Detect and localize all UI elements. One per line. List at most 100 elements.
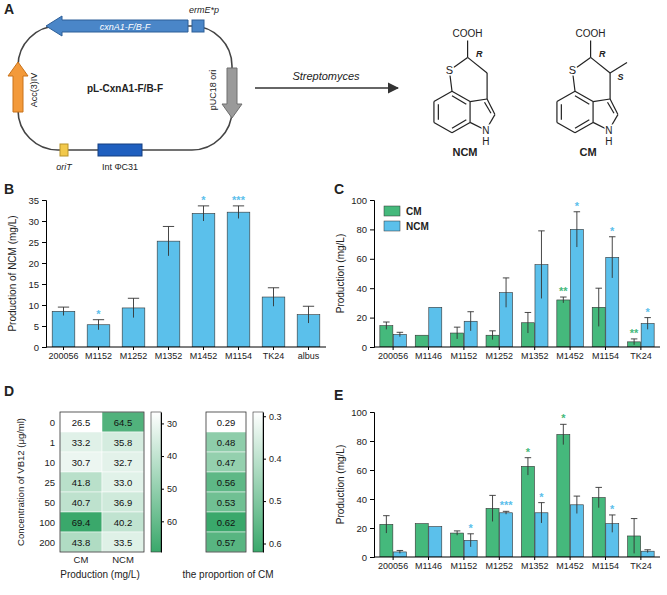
cell — [60, 532, 102, 552]
error-cap — [595, 288, 601, 289]
cell-label: 40.7 — [72, 497, 91, 508]
tick-label: M1152 — [450, 351, 477, 361]
tick: 0.3 — [263, 412, 282, 422]
bar — [192, 213, 215, 347]
bond — [452, 96, 466, 104]
error-bar — [93, 320, 104, 330]
error-bar — [538, 503, 544, 523]
tick-label: 0.4 — [269, 454, 282, 464]
error-stem — [541, 231, 542, 299]
significance: * — [469, 522, 474, 534]
error-bar — [303, 306, 314, 323]
tick: 0.4 — [263, 454, 282, 464]
tick: 20 — [28, 258, 46, 269]
tick: M1452 — [190, 347, 218, 361]
error-stem — [612, 515, 613, 532]
tick-label: 0.6 — [269, 539, 282, 549]
tick-mark — [263, 416, 266, 417]
error-bar — [268, 288, 279, 306]
error-bar — [609, 237, 615, 278]
tick: 200056 — [378, 557, 408, 571]
y-axis: 020406080100 — [351, 195, 374, 353]
tick-label: 200056 — [48, 351, 78, 361]
error-stem — [576, 496, 577, 513]
error-cap — [397, 332, 403, 333]
cell — [206, 432, 246, 452]
tick-label: M1154 — [592, 561, 619, 571]
error-cap — [489, 330, 495, 331]
cell — [206, 452, 246, 472]
tick-label: M1252 — [486, 351, 514, 361]
bar — [429, 527, 442, 557]
error-bar — [503, 511, 509, 514]
tick-label: TK24 — [630, 351, 652, 361]
label: S — [617, 72, 623, 82]
tick-mark — [161, 521, 164, 522]
axis-line — [161, 413, 162, 553]
error-cap — [268, 287, 279, 288]
bond — [575, 96, 589, 104]
row-label: 25 — [44, 477, 55, 488]
cell — [102, 452, 144, 472]
tick-label: 200056 — [378, 351, 408, 361]
significance: ** — [559, 285, 568, 297]
label: Streptomyces — [292, 70, 360, 82]
bar — [521, 466, 534, 557]
tick-mark — [308, 347, 309, 350]
cell-label: 0.48 — [217, 437, 236, 448]
tick: 60 — [161, 517, 177, 527]
tick: 200056 — [48, 347, 78, 361]
tick: 60 — [356, 253, 374, 264]
cell-label: 0.53 — [217, 497, 236, 508]
tick-label: 100 — [351, 195, 367, 206]
bond — [469, 102, 470, 123]
error-bar — [198, 206, 209, 221]
tick-mark — [370, 200, 374, 201]
tick-label: 5 — [34, 321, 39, 332]
axis-title: Production (mg/L) — [335, 234, 346, 313]
significance: *** — [232, 194, 246, 206]
cell — [102, 492, 144, 512]
cell — [60, 512, 102, 532]
error-bar — [631, 519, 637, 554]
error-bar — [503, 278, 509, 307]
heatmap-frame — [60, 412, 144, 552]
error-cap — [538, 230, 544, 231]
tick: M1352 — [521, 347, 549, 361]
axis-title: Production of NCM (mg/L) — [7, 215, 18, 331]
tick: 40 — [356, 494, 374, 505]
tick-mark — [428, 557, 429, 560]
heatmap-panel: 26.564.533.235.830.732.741.833.040.736.9… — [4, 383, 177, 580]
tick-label: 10 — [28, 300, 39, 311]
tick-mark — [370, 499, 374, 500]
tick-label: 100 — [351, 407, 367, 418]
error-cap — [383, 322, 389, 323]
label: Acc(3)IV — [29, 73, 39, 108]
label: COOH — [576, 28, 606, 39]
structure: COOHSNHRSCM — [557, 28, 627, 158]
tick-label: 35 — [28, 195, 39, 206]
error-stem — [492, 331, 493, 340]
error-stem — [492, 495, 493, 521]
tick-mark — [370, 318, 374, 319]
bond — [434, 122, 452, 132]
tick: M1152 — [450, 557, 477, 571]
label: H — [482, 136, 489, 147]
error-stem — [563, 297, 564, 303]
bar-panel: ********020406080100200056M1146M1152M125… — [334, 387, 660, 571]
label: oriT — [56, 162, 73, 172]
error-bar — [595, 288, 601, 326]
x-axis: 200056M1146M1152M1252M1352M1452M1154TK24 — [374, 557, 660, 571]
gene-arrow — [46, 16, 188, 36]
error-cap — [644, 549, 650, 550]
label: NCM — [452, 146, 477, 158]
error-bar — [574, 212, 580, 247]
integrase — [98, 144, 142, 156]
label: S — [569, 64, 576, 76]
error-cap — [595, 487, 601, 488]
tick: 40 — [161, 451, 177, 461]
origin-arrow — [222, 68, 242, 118]
label: H — [605, 136, 612, 147]
error-bar — [574, 496, 580, 513]
cell — [60, 472, 102, 492]
